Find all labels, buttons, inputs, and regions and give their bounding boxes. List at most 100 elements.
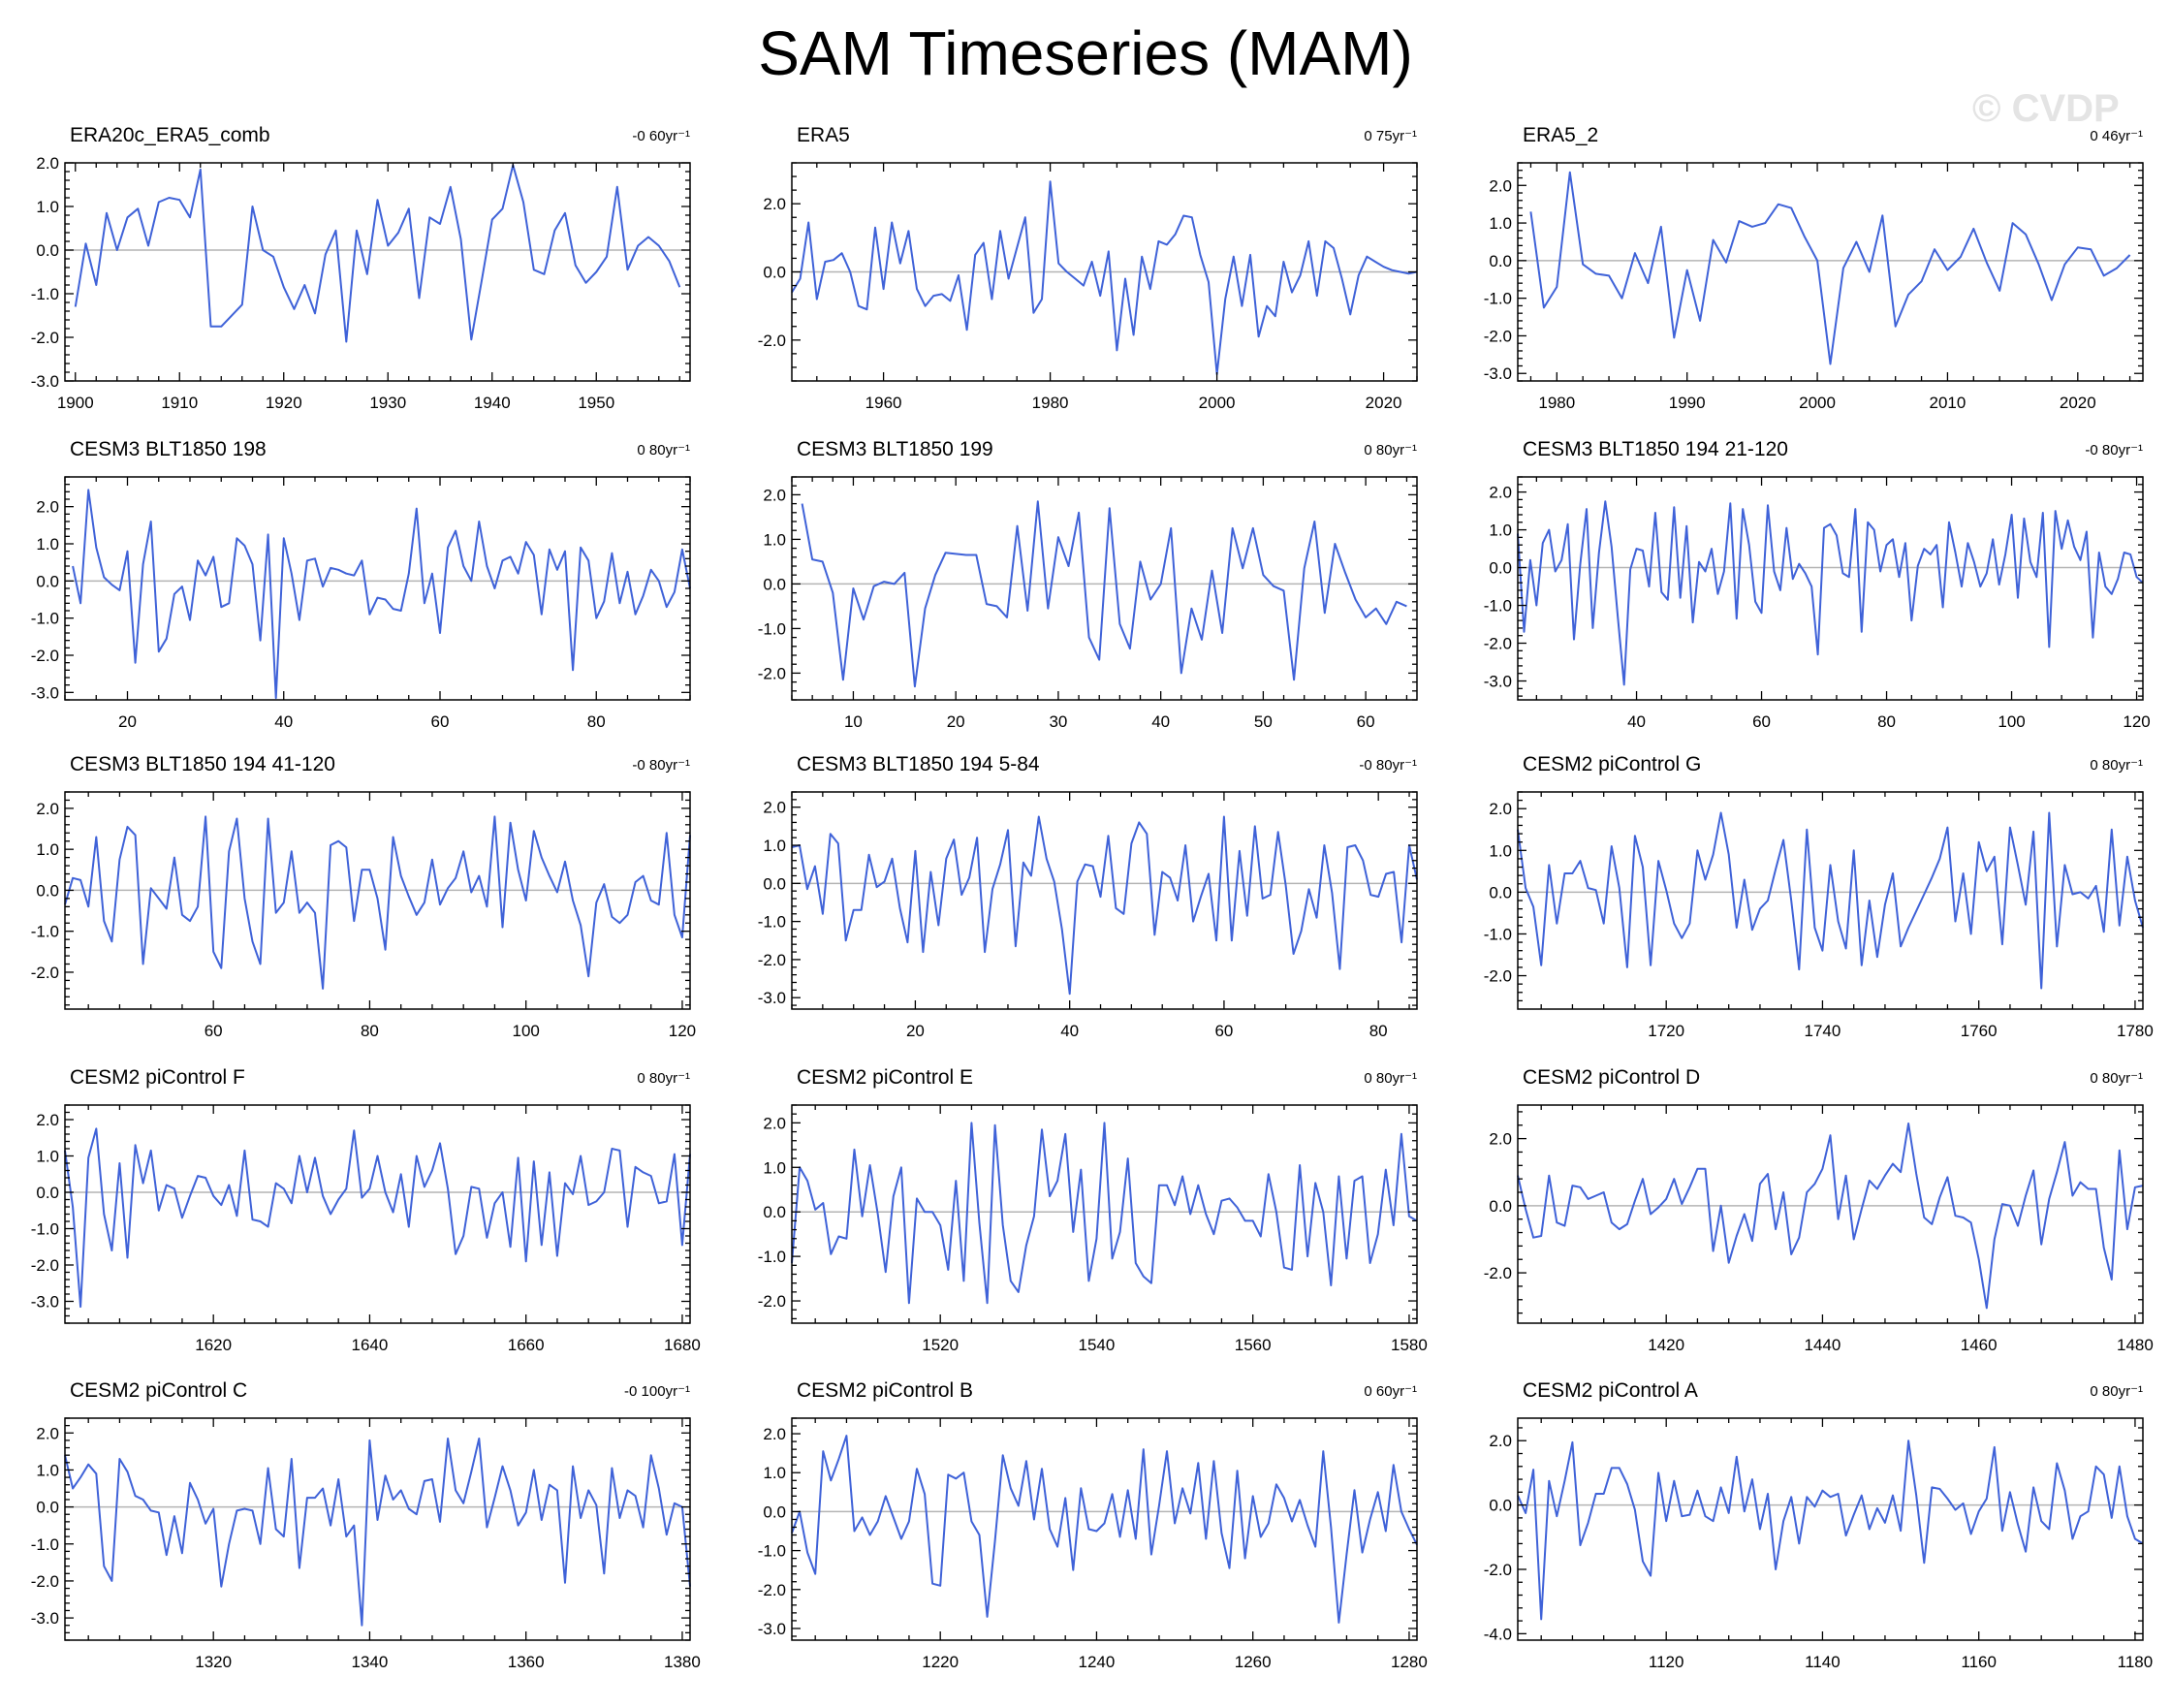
x-tick-label: 1640 — [352, 1336, 389, 1354]
plot-frame — [64, 1104, 691, 1324]
trend-label: -0 80yr⁻¹ — [632, 757, 690, 774]
x-tick-label: 1580 — [1391, 1336, 1428, 1354]
x-tick-label: 1440 — [1805, 1336, 1841, 1354]
y-tick-label: 1.0 — [1489, 841, 1512, 860]
plot-frame — [791, 1104, 1418, 1324]
y-tick-label: 1.0 — [36, 840, 59, 859]
x-tick-label: 60 — [431, 712, 450, 731]
x-tick-label: 40 — [274, 712, 293, 731]
x-tick-label: 100 — [1998, 712, 2025, 731]
plot-frame — [64, 476, 691, 701]
x-tick-label: 1620 — [195, 1336, 232, 1354]
x-tick-label: 1520 — [922, 1336, 959, 1354]
plot-frame — [64, 791, 691, 1010]
x-tick-label: 60 — [1752, 712, 1771, 731]
series-line — [791, 180, 1418, 375]
y-tick-label: 1.0 — [763, 530, 786, 549]
y-tick-label: -1.0 — [758, 619, 786, 638]
panel-title: CESM2 piControl G — [1523, 753, 1701, 775]
x-tick-label: 20 — [947, 712, 965, 731]
y-tick-label: 0.0 — [1489, 1197, 1512, 1216]
y-tick-label: -2.0 — [31, 329, 59, 347]
y-tick-label: 2.0 — [763, 1114, 786, 1132]
panel-12: 2.0 1.0 0.0 -1.0 -2.0 -3.0 1320 1340 1360 1380 CES… — [31, 1379, 701, 1671]
series-line — [791, 1122, 1418, 1305]
x-tick-label: 120 — [2123, 712, 2150, 731]
plot-frame — [1517, 476, 2144, 701]
plot-frame — [64, 1417, 691, 1641]
y-tick-label: -2.0 — [1484, 1561, 1512, 1579]
y-tick-label: 2.0 — [1489, 1432, 1512, 1450]
x-tick-label: 60 — [1214, 1022, 1233, 1040]
trend-label: 0 80yr⁻¹ — [1364, 442, 1417, 459]
y-tick-label: -2.0 — [1484, 967, 1512, 986]
panel-title: ERA20c_ERA5_comb — [70, 124, 270, 146]
y-tick-label: -3.0 — [1484, 673, 1512, 691]
y-tick-label: 1.0 — [763, 837, 786, 855]
x-tick-label: 1380 — [664, 1653, 701, 1671]
series-line — [74, 164, 681, 343]
x-tick-label: 1560 — [1235, 1336, 1272, 1354]
y-tick-label: -3.0 — [758, 989, 786, 1007]
x-tick-label: 1780 — [2117, 1022, 2154, 1040]
y-tick-label: -3.0 — [31, 683, 59, 702]
x-tick-label: 100 — [513, 1022, 540, 1040]
x-tick-label: 60 — [1357, 712, 1375, 731]
panel-0: 2.0 1.0 0.0 -1.0 -2.0 -3.0 1900 1910 1920 1930 194… — [31, 124, 691, 412]
x-tick-label: 1360 — [508, 1653, 545, 1671]
x-tick-label: 1660 — [508, 1336, 545, 1354]
y-tick-label: -1.0 — [31, 923, 59, 941]
panel-title: CESM2 piControl B — [797, 1379, 973, 1402]
trend-label: 0 80yr⁻¹ — [637, 1070, 690, 1087]
y-tick-label: 0.0 — [36, 881, 59, 900]
panel-9: 2.0 1.0 0.0 -1.0 -2.0 -3.0 1620 1640 1660 1680 CES… — [31, 1066, 701, 1354]
y-tick-label: -1.0 — [31, 1220, 59, 1239]
y-tick-label: 2.0 — [1489, 176, 1512, 195]
y-tick-label: 1.0 — [36, 1461, 59, 1479]
y-tick-label: 0.0 — [36, 1499, 59, 1517]
y-tick-label: 2.0 — [763, 799, 786, 817]
trend-label: -0 80yr⁻¹ — [2085, 442, 2143, 459]
x-tick-label: 1140 — [1805, 1653, 1841, 1671]
y-tick-label: -2.0 — [1484, 635, 1512, 653]
panel-8: 2.0 1.0 0.0 -1.0 -2.0 1720 1740 1760 1780 CESM2 p… — [1484, 753, 2154, 1040]
x-tick-label: 1940 — [474, 394, 511, 412]
x-tick-label: 1220 — [922, 1653, 959, 1671]
plot-frame — [791, 791, 1418, 1010]
x-tick-label: 1980 — [1032, 394, 1069, 412]
series-line — [1517, 500, 2144, 686]
x-tick-label: 1540 — [1079, 1336, 1116, 1354]
trend-label: 0 80yr⁻¹ — [2090, 1383, 2143, 1400]
x-tick-label: 1260 — [1235, 1653, 1272, 1671]
panel-7: 2.0 1.0 0.0 -1.0 -2.0 -3.0 20 40 60 80 CESM3 BLT18… — [758, 753, 1418, 1040]
panel-title: CESM3 BLT1850 198 — [70, 438, 267, 460]
x-tick-label: 1240 — [1079, 1653, 1116, 1671]
y-tick-label: -1.0 — [1484, 597, 1512, 616]
y-tick-label: -4.0 — [1484, 1625, 1512, 1643]
x-tick-label: 1740 — [1805, 1022, 1841, 1040]
y-tick-label: -2.0 — [31, 647, 59, 665]
y-tick-label: -1.0 — [1484, 290, 1512, 308]
y-tick-label: 0.0 — [763, 264, 786, 282]
x-tick-label: 1460 — [1961, 1336, 1998, 1354]
x-tick-label: 1340 — [352, 1653, 389, 1671]
y-tick-label: -3.0 — [31, 1293, 59, 1312]
y-tick-label: -1.0 — [758, 913, 786, 932]
x-tick-label: 2000 — [1199, 394, 1236, 412]
trend-label: -0 60yr⁻¹ — [632, 128, 690, 144]
y-tick-label: 1.0 — [36, 1148, 59, 1166]
series-line — [72, 489, 691, 700]
trend-label: 0 80yr⁻¹ — [2090, 757, 2143, 774]
y-tick-label: 2.0 — [36, 800, 59, 818]
y-tick-label: -1.0 — [758, 1248, 786, 1266]
x-tick-label: 1990 — [1669, 394, 1706, 412]
y-tick-label: 0.0 — [1489, 1497, 1512, 1515]
x-tick-label: 20 — [906, 1022, 925, 1040]
y-tick-label: -2.0 — [758, 664, 786, 682]
panel-title: CESM2 piControl D — [1523, 1066, 1700, 1089]
panel-6: 2.0 1.0 0.0 -1.0 -2.0 60 80 100 120 CESM3 BLT1850… — [31, 753, 696, 1040]
plot-frame — [1517, 1417, 2144, 1641]
panel-1: 2.0 0.0 -2.0 1960 1980 2000 2020 ERA5 0 75yr⁻¹ — [758, 124, 1418, 412]
y-tick-label: 2.0 — [36, 154, 59, 173]
